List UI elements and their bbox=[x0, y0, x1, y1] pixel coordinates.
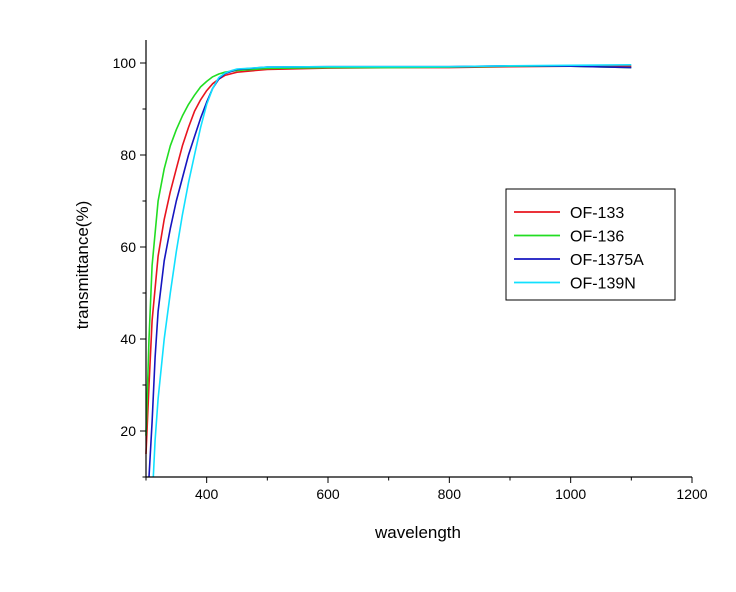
series-line-of-139n bbox=[152, 64, 632, 478]
x-tick-label: 800 bbox=[438, 486, 462, 502]
y-tick-label: 20 bbox=[120, 423, 136, 439]
plot-series bbox=[145, 64, 632, 478]
x-tick-label: 1000 bbox=[555, 486, 586, 502]
y-tick-label: 40 bbox=[120, 331, 136, 347]
legend: OF-133 OF-136 OF-1375A OF-139N bbox=[505, 188, 676, 301]
x-ticks: 400 600 800 1000 1200 bbox=[145, 477, 708, 502]
y-tick-label: 80 bbox=[120, 147, 136, 163]
legend-label: OF-133 bbox=[570, 205, 624, 222]
y-axis-title: transmittance(%) bbox=[73, 201, 92, 329]
legend-label: OF-139N bbox=[570, 276, 636, 293]
y-ticks: 20 40 60 80 100 bbox=[113, 55, 146, 478]
legend-label: OF-136 bbox=[570, 229, 624, 246]
legend-label: OF-1375A bbox=[570, 252, 644, 269]
x-tick-label: 1200 bbox=[676, 486, 707, 502]
x-tick-label: 600 bbox=[316, 486, 340, 502]
legend-frame bbox=[505, 188, 676, 301]
y-tick-label: 60 bbox=[120, 239, 136, 255]
x-tick-label: 400 bbox=[195, 486, 219, 502]
y-tick-label: 100 bbox=[113, 55, 137, 71]
x-axis-title: wavelength bbox=[374, 523, 461, 542]
